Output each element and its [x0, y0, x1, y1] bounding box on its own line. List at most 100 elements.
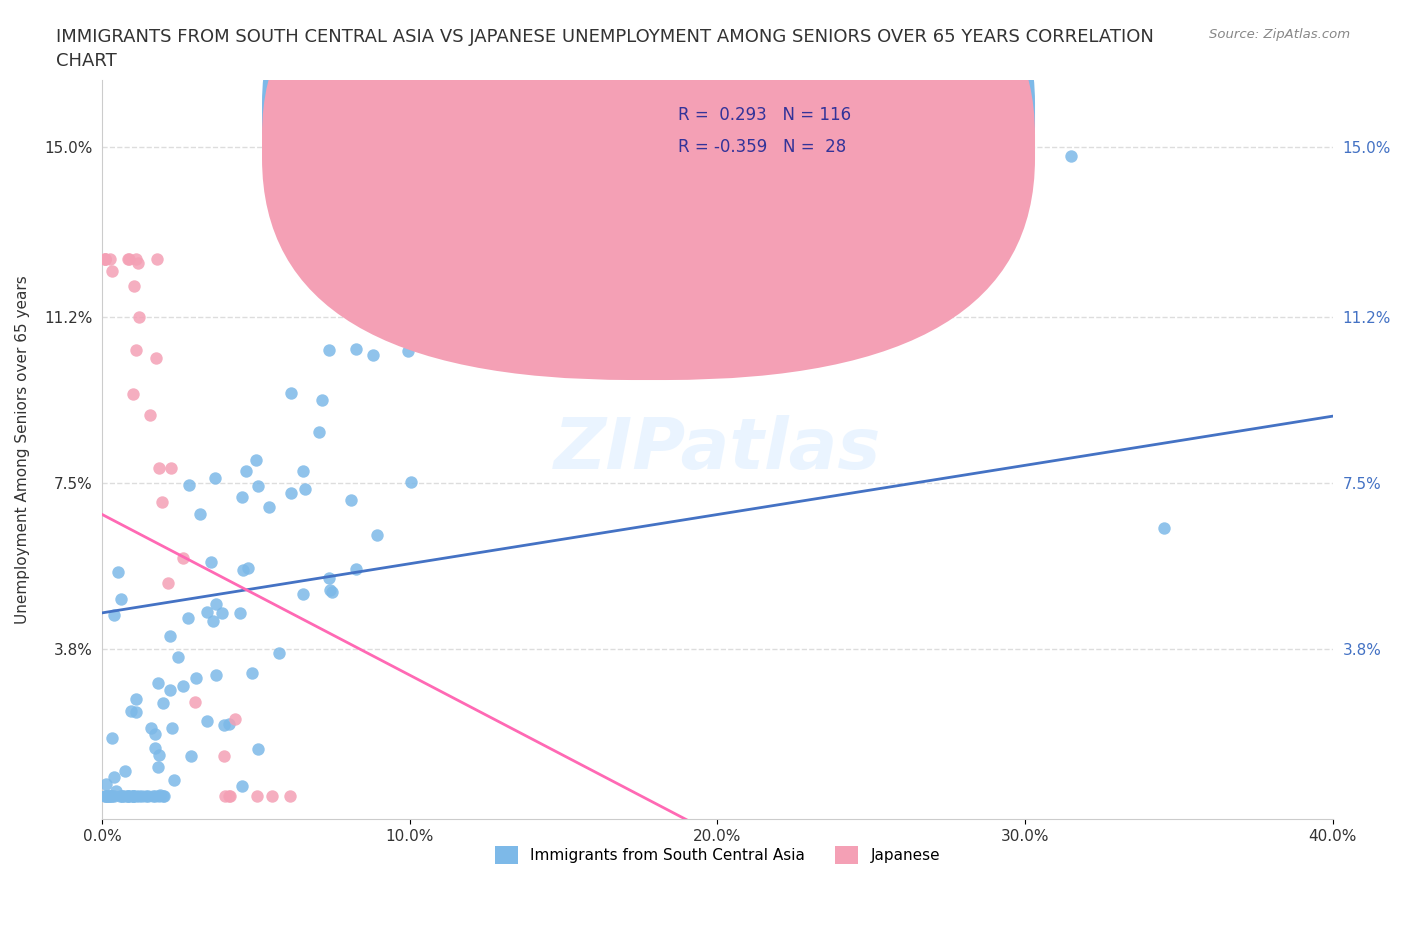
Point	[98, 789, 121, 804]
Point	[159, 460, 181, 475]
Point	[139, 407, 162, 422]
Point	[143, 789, 166, 804]
Point	[247, 479, 270, 494]
Point	[103, 789, 125, 804]
Point	[94, 777, 117, 791]
Point	[280, 485, 302, 500]
Point	[554, 117, 576, 132]
Point	[157, 576, 180, 591]
Point	[122, 789, 145, 804]
Point	[294, 482, 316, 497]
Point	[98, 252, 121, 267]
Point	[218, 789, 240, 804]
Point	[609, 117, 631, 132]
Point	[94, 252, 117, 267]
Point	[172, 679, 194, 694]
Point	[235, 464, 257, 479]
Point	[153, 789, 176, 804]
Point	[101, 263, 124, 278]
Point	[184, 671, 207, 685]
Point	[100, 789, 122, 804]
Point	[118, 789, 141, 804]
Point	[350, 307, 373, 322]
Point	[117, 789, 139, 804]
Point	[143, 727, 166, 742]
Point	[232, 563, 254, 578]
Point	[758, 117, 780, 132]
Point	[122, 279, 145, 294]
Point	[131, 789, 153, 804]
Point	[318, 343, 340, 358]
Point	[257, 499, 280, 514]
Point	[437, 117, 460, 132]
Point	[177, 477, 200, 492]
Point	[401, 474, 423, 489]
Point	[211, 605, 233, 620]
Point	[280, 386, 302, 401]
Point	[224, 711, 246, 726]
Point	[195, 714, 218, 729]
Point	[548, 161, 571, 176]
Point	[231, 778, 253, 793]
Point	[146, 252, 169, 267]
Point	[246, 741, 269, 756]
Point	[200, 555, 222, 570]
Point	[628, 117, 651, 132]
Point	[318, 583, 340, 598]
Point	[152, 789, 174, 804]
Point	[145, 351, 167, 365]
Point	[460, 201, 482, 216]
Point	[366, 528, 388, 543]
Point	[218, 789, 240, 804]
Point	[426, 264, 449, 279]
Point	[118, 252, 141, 267]
Point	[110, 591, 132, 606]
Point	[177, 611, 200, 626]
Point	[111, 789, 134, 804]
Point	[98, 789, 121, 804]
Point	[260, 789, 283, 804]
Point	[128, 789, 150, 804]
Point	[291, 587, 314, 602]
Text: R = -0.359   N =  28: R = -0.359 N = 28	[678, 138, 846, 155]
Point	[484, 150, 506, 165]
Point	[245, 453, 267, 468]
Point	[143, 740, 166, 755]
Point	[94, 252, 117, 267]
Point	[127, 256, 149, 271]
Point	[117, 789, 139, 804]
Point	[188, 507, 211, 522]
Point	[94, 789, 117, 804]
Point	[101, 730, 124, 745]
Point	[499, 117, 522, 132]
Legend: Immigrants from South Central Asia, Japanese: Immigrants from South Central Asia, Japa…	[489, 840, 946, 870]
Point	[101, 789, 124, 804]
FancyBboxPatch shape	[262, 0, 1035, 348]
Point	[205, 597, 228, 612]
Point	[110, 789, 132, 804]
Point	[148, 460, 170, 475]
Point	[195, 604, 218, 619]
Point	[125, 342, 148, 357]
Point	[246, 789, 269, 804]
Point	[121, 789, 143, 804]
Point	[396, 344, 419, 359]
Y-axis label: Unemployment Among Seniors over 65 years: Unemployment Among Seniors over 65 years	[15, 275, 30, 624]
Point	[94, 789, 117, 804]
Point	[202, 614, 225, 629]
Point	[344, 562, 367, 577]
Point	[136, 789, 159, 804]
Point	[308, 425, 330, 440]
Point	[523, 117, 546, 132]
Point	[363, 347, 385, 362]
Point	[231, 489, 253, 504]
Point	[146, 676, 169, 691]
Point	[269, 646, 291, 661]
Point	[107, 565, 129, 579]
Point	[218, 717, 240, 732]
Point	[283, 206, 305, 220]
Text: ZIPatlas: ZIPatlas	[554, 415, 882, 484]
Point	[96, 789, 118, 804]
Point	[117, 252, 139, 267]
Point	[149, 788, 172, 803]
